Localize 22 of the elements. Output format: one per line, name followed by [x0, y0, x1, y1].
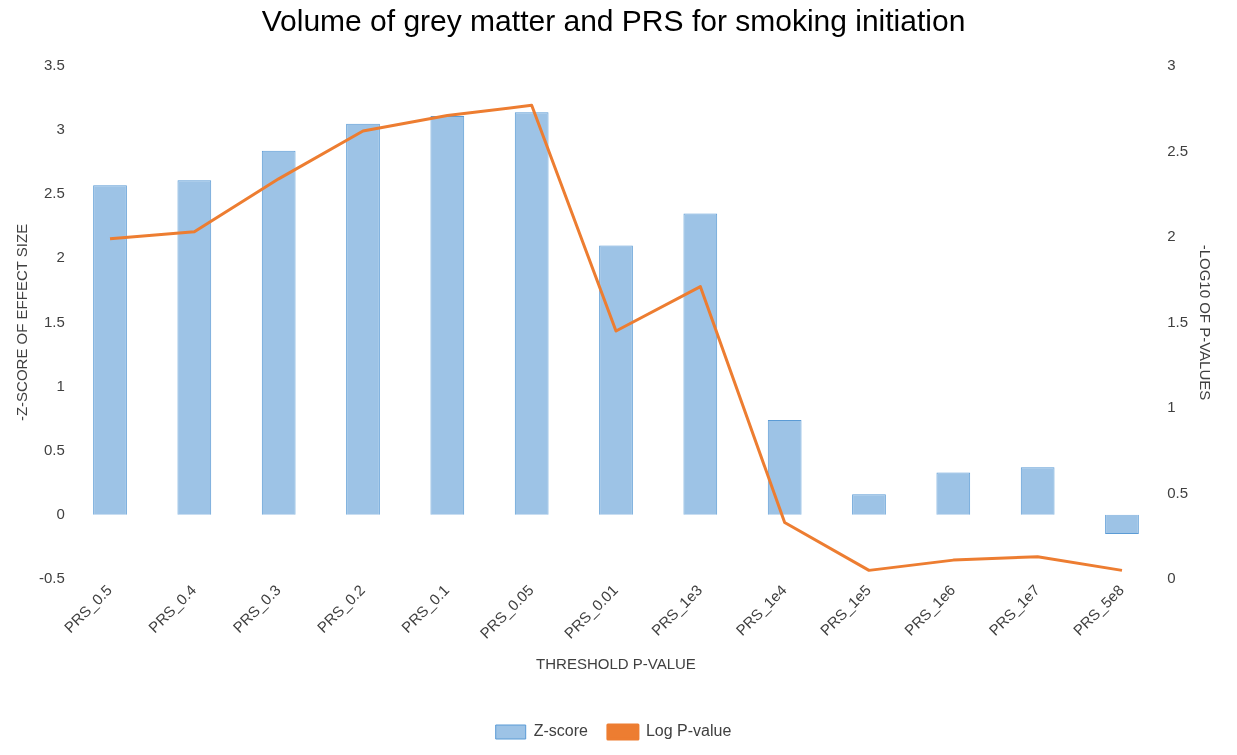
- y2-tick-label: 1.5: [1167, 312, 1189, 330]
- legend-label: Log P-value: [645, 722, 732, 740]
- y2-tick-label: 0: [1167, 569, 1176, 587]
- y2-axis-title: -LOG10 OF P-VALUES: [1196, 244, 1214, 401]
- y-tick-label: 0: [56, 504, 65, 522]
- y-tick-label: 1.5: [43, 312, 65, 330]
- y-tick-label: 0.5: [43, 440, 65, 458]
- y2-tick-label: 2: [1167, 227, 1176, 245]
- y-tick-label: 3.5: [43, 56, 65, 74]
- y-tick-label: -0.5: [38, 569, 65, 587]
- y2-tick-label: 1: [1167, 398, 1176, 416]
- y-tick-label: 1: [56, 376, 65, 394]
- y-axis-title: -Z-SCORE OF EFFECT SIZE: [13, 223, 31, 422]
- y2-tick-label: 0.5: [1167, 483, 1189, 501]
- y-tick-label: 2.5: [43, 184, 65, 202]
- chart-title: Volume of grey matter and PRS for smoking initiation: [261, 4, 966, 38]
- legend-label: Z-score: [533, 722, 589, 740]
- y2-tick-label: 2.5: [1167, 141, 1189, 159]
- y-tick-label: 3: [56, 120, 65, 138]
- y2-tick-label: 3: [1167, 56, 1176, 74]
- x-axis-title: THRESHOLD P-VALUE: [536, 655, 696, 673]
- y-tick-label: 2: [56, 248, 65, 266]
